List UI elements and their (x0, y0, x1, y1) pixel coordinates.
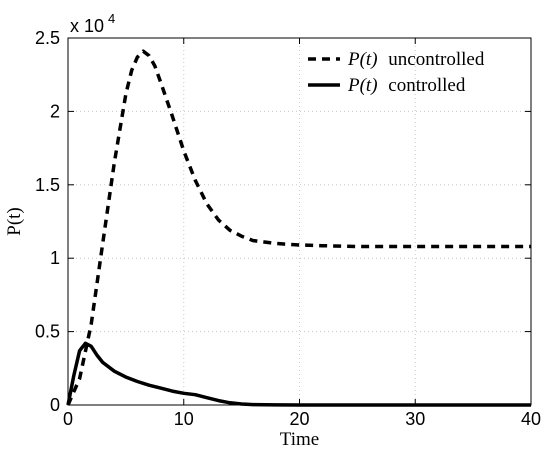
y-axis-title: P(t) (4, 207, 25, 236)
x-tick-label: 20 (289, 409, 309, 429)
y-tick-label: 1 (50, 248, 60, 268)
x-tick-label: 30 (405, 409, 425, 429)
legend-word-uncontrolled: uncontrolled (388, 49, 485, 70)
y-tick-label: 1.5 (35, 175, 60, 195)
y-tick-label: 0 (50, 395, 60, 415)
legend-math-uncontrolled: P(t) (347, 49, 378, 70)
x-tick-label: 10 (174, 409, 194, 429)
y-tick-label: 2 (50, 101, 60, 121)
y-multiplier-exponent: 4 (108, 11, 115, 26)
x-tick-label: 0 (63, 409, 73, 429)
tick-labels: 0 10 20 30 40 0 0.5 1 1.5 2 2.5 (35, 28, 541, 429)
legend: P(t) uncontrolled P(t) controlled (308, 49, 485, 96)
y-multiplier-base: x 10 (70, 16, 104, 36)
y-axis-multiplier: x 10 4 (70, 11, 115, 36)
legend-label-uncontrolled: P(t) uncontrolled (347, 49, 485, 70)
x-tick-label: 40 (521, 409, 541, 429)
legend-word-controlled: controlled (388, 75, 466, 96)
y-tick-label: 2.5 (35, 28, 60, 48)
x-axis-title: Time (280, 429, 319, 450)
legend-math-controlled: P(t) (347, 75, 378, 96)
series-line-uncontrolled (66, 49, 531, 406)
y-tick-label: 0.5 (35, 322, 60, 342)
legend-label-controlled: P(t) controlled (347, 75, 466, 96)
ticks (67, 37, 532, 406)
